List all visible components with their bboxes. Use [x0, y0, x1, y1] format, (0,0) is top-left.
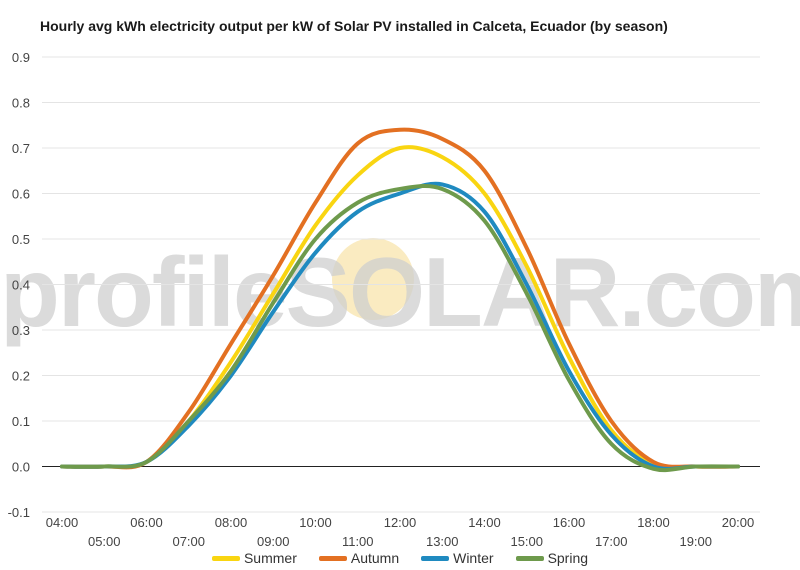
- legend-item-winter: Winter: [421, 550, 494, 566]
- series-line-spring: [60, 184, 740, 473]
- x-tick-label: 18:00: [637, 515, 670, 530]
- legend-label: Summer: [243, 550, 297, 566]
- x-tick-label: 13:00: [426, 534, 459, 549]
- legend-swatch: [515, 555, 544, 561]
- legend-label: Winter: [453, 550, 494, 566]
- legend-swatch: [421, 555, 450, 561]
- x-tick-label: 10:00: [299, 515, 332, 530]
- y-tick-label: 0.1: [12, 414, 30, 429]
- y-tick-label: 0.0: [12, 460, 30, 475]
- x-tick-label: 14:00: [468, 515, 501, 530]
- y-tick-label: 0.5: [12, 232, 30, 247]
- legend-swatch: [211, 555, 240, 561]
- y-tick-label: 0.6: [12, 187, 30, 202]
- y-tick-label: 0.2: [12, 369, 30, 384]
- legend: Summer Autumn Winter Spring: [0, 550, 800, 566]
- x-tick-label: 15:00: [510, 534, 543, 549]
- x-tick-label: 05:00: [88, 534, 121, 549]
- legend-label: Autumn: [350, 550, 400, 566]
- y-tick-label: -0.1: [8, 505, 30, 520]
- x-tick-label: 11:00: [342, 534, 374, 549]
- legend-swatch: [318, 555, 347, 561]
- series-line-autumn: [60, 127, 740, 470]
- x-tick-label: 19:00: [679, 534, 712, 549]
- x-tick-label: 12:00: [384, 515, 417, 530]
- legend-item-summer: Summer: [211, 550, 297, 566]
- x-tick-label: 09:00: [257, 534, 290, 549]
- legend-label: Spring: [547, 550, 589, 566]
- y-tick-label: 0.8: [12, 96, 30, 111]
- y-tick-label: 0.4: [12, 278, 30, 293]
- x-tick-label: 07:00: [172, 534, 205, 549]
- x-tick-label: 17:00: [595, 534, 628, 549]
- x-tick-label: 06:00: [130, 515, 163, 530]
- x-tick-label: 16:00: [553, 515, 586, 530]
- y-tick-label: 0.7: [12, 141, 30, 156]
- chart-plot: -0.1 0.0 0.1 0.2 0.3 0.4 0.5 0.6 0.7 0.8 0.9 04:00 0…: [8, 50, 760, 549]
- y-tick-label: 0.9: [12, 50, 30, 65]
- legend-item-autumn: Autumn: [318, 550, 400, 566]
- x-tick-label: 20:00: [722, 515, 755, 530]
- chart-title: Hourly avg kWh electricity output per kW…: [40, 18, 668, 34]
- x-tick-label: 08:00: [215, 515, 248, 530]
- series-line-winter: [60, 181, 740, 471]
- x-tick-label: 04:00: [46, 515, 79, 530]
- y-tick-label: 0.3: [12, 323, 30, 338]
- legend-item-spring: Spring: [515, 550, 589, 566]
